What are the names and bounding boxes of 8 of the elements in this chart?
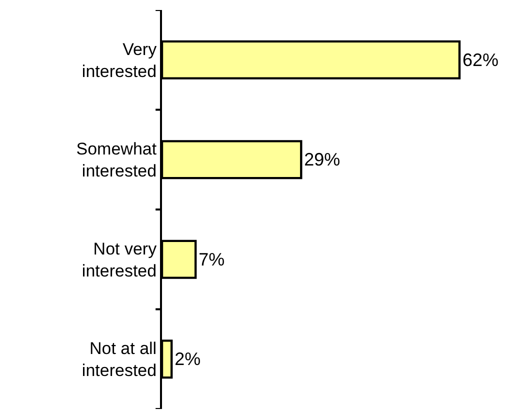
y-tick-label: Not at all interested [82,339,157,380]
y-tick-label: Somewhat interested [76,140,157,181]
data-label: 29% [304,150,340,170]
data-label: 2% [174,349,201,370]
y-tick-label: Not very interested [82,239,158,280]
data-label: 62% [462,50,499,70]
data-label: 7% [198,249,225,270]
y-tick-label: Very interested [82,40,158,81]
